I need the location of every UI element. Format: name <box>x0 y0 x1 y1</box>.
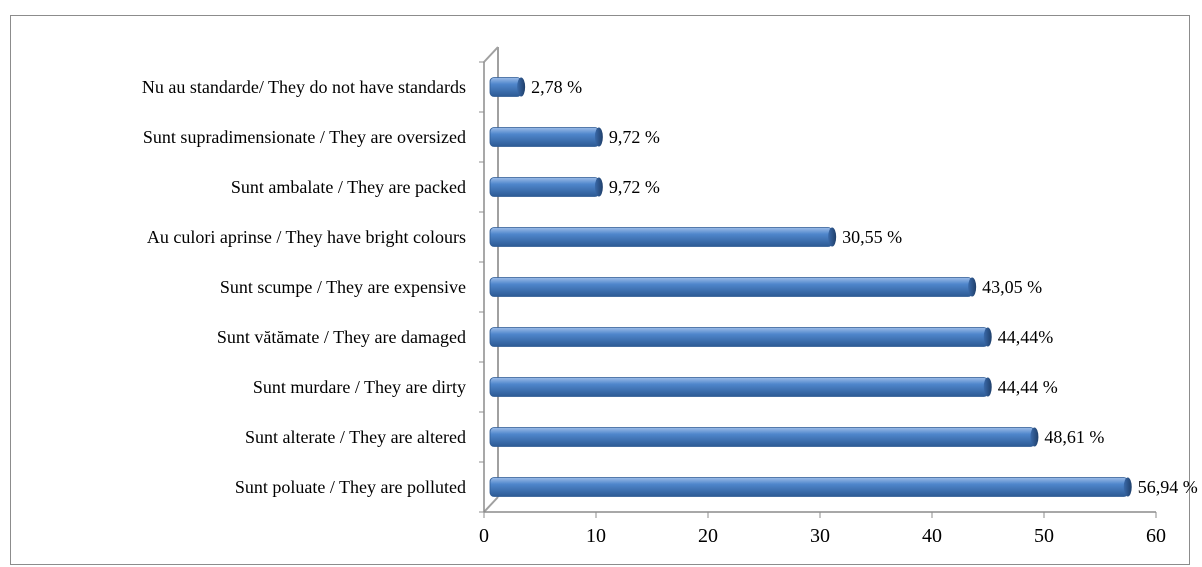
category-label: Sunt alterate / They are altered <box>245 427 466 447</box>
x-tick-label: 50 <box>1034 525 1054 547</box>
category-label: Sunt ambalate / They are packed <box>231 177 466 197</box>
bar <box>489 77 526 97</box>
category-label: Sunt murdare / They are dirty <box>253 377 466 397</box>
bar <box>489 177 603 197</box>
value-label: 30,55 % <box>842 227 902 247</box>
bar-end-cap <box>517 77 526 97</box>
bar <box>489 477 1132 497</box>
value-label: 2,78 % <box>531 77 582 97</box>
axes <box>479 46 1157 518</box>
x-tick-label: 40 <box>922 525 942 547</box>
value-label: 44,44 % <box>998 377 1058 397</box>
bar-body <box>489 177 600 197</box>
bar-body <box>489 327 989 347</box>
category-label: Sunt vătămate / They are damaged <box>217 327 466 347</box>
x-tick-label: 10 <box>586 525 606 547</box>
bar-end-cap <box>983 377 992 397</box>
labels: 0 10 20 30 40 50 60 Nu au standarde/ They do no… <box>142 77 1198 547</box>
bar-body <box>489 227 833 247</box>
bar <box>489 377 992 397</box>
value-label: 9,72 % <box>609 127 660 147</box>
x-tick-label: 0 <box>479 525 489 547</box>
category-label: Au culori aprinse / They have bright col… <box>147 227 466 247</box>
bar-end-cap <box>594 177 603 197</box>
bar-end-cap <box>983 327 992 347</box>
bar-body <box>489 127 600 147</box>
bar-body <box>489 377 989 397</box>
bar-end-cap <box>1030 427 1039 447</box>
bar <box>489 277 977 297</box>
bar-body <box>489 77 522 97</box>
category-label: Nu au standarde/ They do not have standa… <box>142 77 466 97</box>
x-tick-label: 60 <box>1146 525 1166 547</box>
bar-end-cap <box>1123 477 1132 497</box>
bar-body <box>489 477 1129 497</box>
value-label: 43,05 % <box>982 277 1042 297</box>
value-label: 9,72 % <box>609 177 660 197</box>
category-label: Sunt scumpe / They are expensive <box>220 277 466 297</box>
bar-end-cap <box>828 227 837 247</box>
wall-bottom-edge <box>483 496 499 513</box>
value-label: 44,44% <box>998 327 1054 347</box>
x-tick-label: 20 <box>698 525 718 547</box>
bar-body <box>489 427 1035 447</box>
bar <box>489 427 1039 447</box>
bar-end-cap <box>968 277 977 297</box>
x-tick-label: 30 <box>810 525 830 547</box>
bar-body <box>489 277 973 297</box>
bar <box>489 127 603 147</box>
wall-top-edge <box>483 46 499 63</box>
bar <box>489 227 837 247</box>
bar-end-cap <box>594 127 603 147</box>
category-label: Sunt poluate / They are polluted <box>235 477 466 497</box>
bar <box>489 327 992 347</box>
bars <box>489 77 1132 497</box>
value-label: 56,94 % <box>1138 477 1198 497</box>
category-label: Sunt supradimensionate / They are oversi… <box>143 127 466 147</box>
value-label: 48,61 % <box>1044 427 1104 447</box>
